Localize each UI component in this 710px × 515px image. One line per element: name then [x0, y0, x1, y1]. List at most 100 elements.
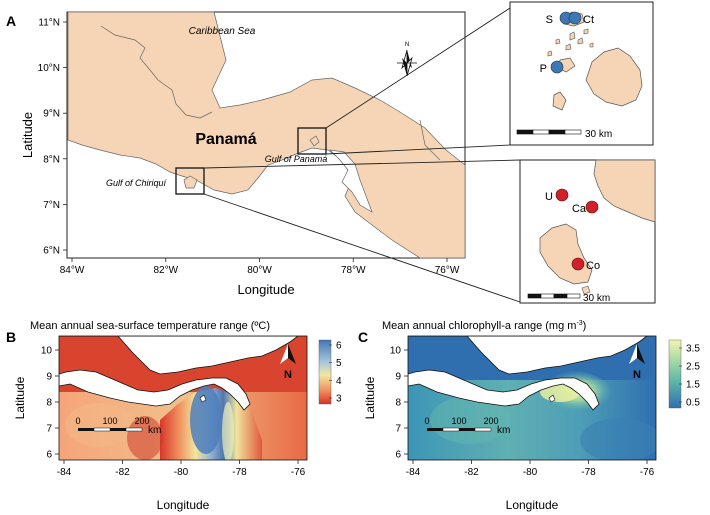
sst-colorbar: 6 5 4 3: [318, 339, 342, 405]
y-tick-label: 7: [46, 424, 52, 435]
scale-bar: 30 km: [516, 129, 612, 140]
svg-text:0: 0: [424, 416, 429, 426]
svg-text:N: N: [633, 369, 641, 381]
panel-b-title: Mean annual sea-surface temperature rang…: [30, 320, 270, 332]
svg-text:100: 100: [451, 416, 466, 426]
y-axis-label: Latitude: [20, 112, 35, 158]
x-tick-label: -82: [464, 467, 479, 478]
svg-text:100: 100: [102, 416, 117, 426]
mainland-coast: [593, 159, 656, 223]
x-tick-label: 82°W: [153, 265, 178, 276]
x-tick-label: -80: [174, 467, 189, 478]
svg-text:30 km: 30 km: [583, 293, 610, 304]
x-axis-ticks: -84 -82 -80 -78 -76: [57, 460, 306, 478]
site-label-ct: Ct: [583, 14, 594, 26]
land-mask: [408, 336, 648, 411]
x-axis-ticks: -84 -82 -80 -78 -76: [406, 460, 655, 478]
chlorophyll-raster: [408, 336, 656, 460]
jicaron-island: [581, 285, 591, 295]
svg-text:200: 200: [134, 416, 149, 426]
inset-pearl-islands: S Ct P 30 km: [509, 1, 654, 146]
panel-c-title: Mean annual chlorophyll-a range (mg m-3): [382, 320, 586, 332]
coiba-island: [183, 175, 198, 189]
pearl-island-mark: [199, 394, 207, 403]
y-tick-label: 8: [46, 398, 52, 409]
coiba-connector-top: [203, 159, 521, 169]
pearl-study-box: [297, 127, 327, 155]
x-tick-label: -76: [640, 467, 655, 478]
site-marker-co: [571, 257, 585, 271]
site-label-s: S: [546, 14, 553, 26]
svg-text:30 km: 30 km: [585, 129, 612, 140]
scale-bar: 30 km: [527, 293, 610, 304]
svg-text:200: 200: [483, 416, 498, 426]
small-islets: [547, 28, 594, 57]
x-tick-label: 78°W: [341, 265, 366, 276]
x-tick-label: 80°W: [247, 265, 272, 276]
colorbar-label: 0.5: [686, 398, 700, 409]
north-arrow-b: N: [280, 344, 296, 381]
svg-text:0: 0: [75, 416, 80, 426]
x-tick-label: -84: [406, 467, 421, 478]
pearl-connector-top: [325, 7, 511, 129]
pearl-island-mark: [548, 394, 556, 403]
y-axis-ticks: 11°N 10°N 9°N 8°N 7°N 6°N: [38, 18, 67, 257]
colorbar-label: 4: [336, 376, 342, 387]
panama-label: Panamá: [195, 131, 256, 148]
site-marker-ca: [585, 200, 599, 214]
y-tick-label: 8°N: [43, 154, 60, 165]
colorbar-label: 1.5: [686, 380, 700, 391]
y-tick-label: 6°N: [43, 246, 60, 257]
y-axis-label: Latitude: [363, 376, 377, 419]
y-tick-label: 10: [390, 346, 402, 357]
site-marker-p: [550, 60, 564, 74]
x-tick-label: -84: [57, 467, 72, 478]
x-axis-ticks: 84°W 82°W 80°W 78°W 76°W: [60, 258, 460, 276]
y-tick-label: 7°N: [43, 200, 60, 211]
colorbar-label: 6: [336, 341, 342, 352]
y-tick-label: 8: [395, 398, 401, 409]
y-tick-label: 11°N: [38, 18, 60, 29]
panel-b-label: B: [6, 329, 16, 345]
caribbean-sea-label: Caribbean Sea: [189, 26, 256, 37]
y-tick-label: 9: [395, 372, 401, 383]
panel-c-frame: [407, 335, 657, 461]
gulf-panama-coast: [329, 149, 373, 213]
panel-a-label: A: [6, 13, 16, 29]
x-tick-label: -78: [581, 467, 596, 478]
colorbar-label: 2.5: [686, 362, 700, 373]
x-tick-label: 76°W: [435, 265, 460, 276]
x-tick-label: -78: [232, 467, 247, 478]
x-tick-label: -80: [523, 467, 538, 478]
y-axis-ticks: 10 9 8 7 6: [41, 346, 59, 461]
pearl-island: [309, 135, 320, 147]
y-tick-label: 6: [395, 450, 401, 461]
panel-b: B Mean annual sea-surface temperature ra…: [6, 320, 342, 512]
site-label-u: U: [545, 191, 553, 203]
coiba-study-box: [175, 167, 205, 195]
site-marker-u: [555, 188, 569, 202]
border-line: [100, 25, 213, 119]
san-jose-island: [552, 91, 567, 111]
x-tick-label: 84°W: [60, 265, 85, 276]
x-axis-label: Longitude: [237, 282, 294, 297]
x-axis-label: Longitude: [506, 498, 559, 512]
coiba-connector-bottom: [203, 193, 521, 303]
gulf-panama-label: Gulf of Panamá: [265, 154, 328, 164]
site-label-p: P: [540, 63, 547, 75]
svg-text:km: km: [497, 425, 510, 436]
panel-b-frame: [58, 335, 308, 461]
x-tick-label: -82: [115, 467, 130, 478]
x-tick-label: -76: [291, 467, 306, 478]
svg-text:N: N: [405, 42, 409, 48]
y-tick-label: 9: [46, 372, 52, 383]
north-arrow-a: N: [397, 42, 417, 77]
colorbar-label: 3.5: [686, 344, 700, 355]
panel-c-label: C: [358, 329, 368, 345]
panel-a: A Caribbean Sea Panamá Gulf of Panamá Gu…: [6, 7, 521, 303]
y-axis-ticks: 10 9 8 7 6: [390, 346, 408, 461]
svg-text:N: N: [284, 369, 292, 381]
pearl-connector-bottom: [325, 144, 511, 155]
y-tick-label: 7: [395, 424, 401, 435]
